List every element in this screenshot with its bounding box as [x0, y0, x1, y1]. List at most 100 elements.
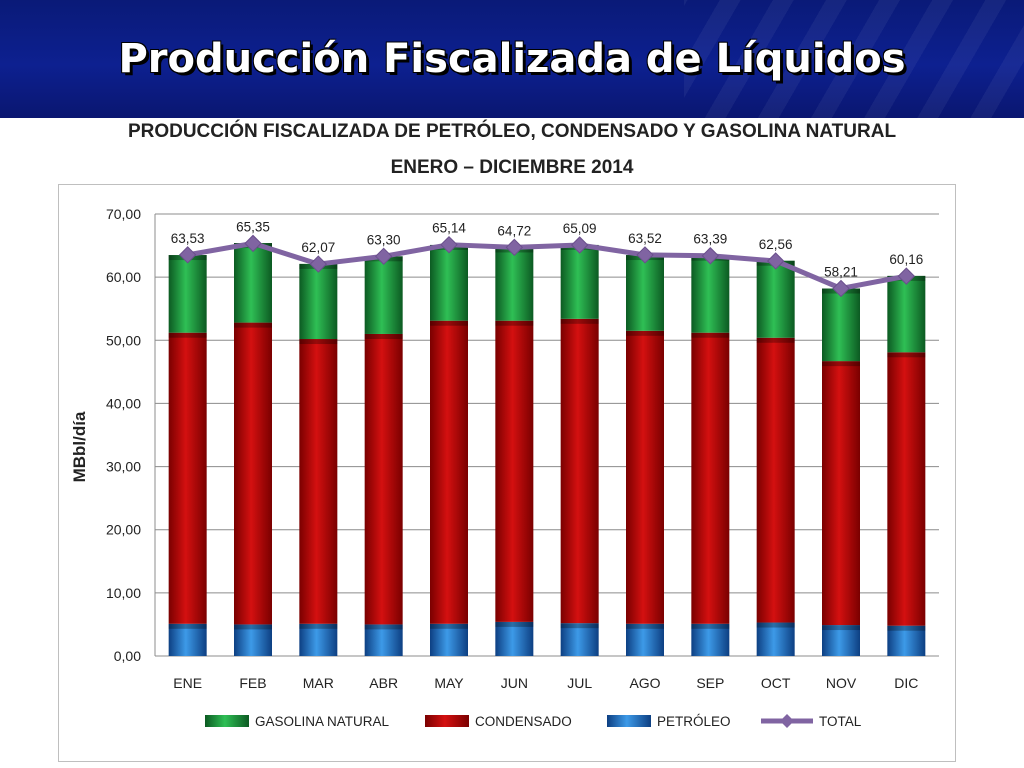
bar-bevel [691, 332, 730, 338]
bar-condensado [364, 333, 403, 625]
x-tick-label: MAR [303, 675, 334, 691]
total-data-label: 65,14 [432, 221, 466, 236]
bar-gasolina-natural [364, 256, 403, 334]
bar-bevel [299, 339, 338, 345]
total-data-label: 65,35 [236, 219, 270, 234]
legend-swatch-gasolina-natural [205, 715, 249, 727]
bar-condensado [234, 322, 272, 625]
bar-gasolina-natural [560, 244, 599, 319]
bar-bevel [430, 320, 468, 326]
bar-bevel [691, 623, 730, 629]
bar-petr-leo [756, 622, 795, 656]
bar-bevel [234, 624, 272, 630]
bar-gasolina-natural [691, 255, 730, 333]
bar-gasolina-natural [430, 244, 468, 321]
bar-bevel [822, 361, 860, 367]
legend-label-total: TOTAL [819, 714, 862, 729]
total-data-label: 60,16 [889, 252, 923, 267]
bar-petr-leo [560, 623, 599, 656]
y-tick-label: 40,00 [106, 395, 141, 411]
chart-subtitle: ENERO – DICIEMBRE 2014 [390, 157, 634, 178]
total-data-label: 63,30 [367, 232, 401, 247]
x-tick-label: ABR [369, 675, 398, 691]
x-tick-label: AGO [629, 675, 660, 691]
x-tick-label: FEB [239, 675, 266, 691]
total-marker [832, 279, 850, 298]
bar-petr-leo [495, 621, 534, 656]
x-tick-label: DIC [894, 675, 918, 691]
bar-bevel [756, 337, 795, 343]
total-marker [766, 252, 785, 270]
bar-condensado [626, 330, 664, 624]
x-tick-label: MAY [434, 675, 464, 691]
total-marker [374, 247, 393, 266]
chart-title: PRODUCCIÓN FISCALIZADA DE PETRÓLEO, COND… [127, 121, 897, 142]
y-axis-label: MBbl/día [70, 411, 89, 482]
y-tick-label: 0,00 [114, 648, 141, 664]
bar-bevel [234, 322, 272, 328]
bar-condensado [822, 361, 860, 626]
total-marker [178, 246, 197, 264]
slide-header: Producción Fiscalizada de Líquidos [0, 0, 1024, 118]
bar-condensado [756, 337, 795, 623]
x-tick-label: SEP [696, 675, 724, 691]
y-tick-label: 10,00 [106, 585, 141, 601]
bar-bevel [626, 330, 664, 336]
bar-bevel [822, 625, 860, 631]
x-tick-label: ENE [173, 675, 202, 691]
bar-bevel [430, 623, 468, 629]
slide-title: Producción Fiscalizada de Líquidos [118, 36, 906, 82]
bar-bevel [756, 622, 795, 628]
bar-bevel [299, 623, 338, 629]
bar-condensado [691, 332, 730, 624]
total-data-label: 62,07 [301, 240, 335, 255]
total-data-label: 58,21 [824, 264, 858, 279]
chart-frame: 63,53 65,35 62,07 63,30 65,14 64,72 65,09 63,52… [58, 184, 956, 762]
total-marker [897, 267, 916, 285]
total-marker [505, 238, 524, 257]
bar-gasolina-natural [495, 247, 534, 321]
total-data-label: 63,52 [628, 231, 662, 246]
bar-bevel [495, 320, 534, 326]
legend-label-condensado: CONDENSADO [475, 714, 572, 729]
total-marker [701, 247, 720, 265]
y-tick-label: 50,00 [106, 332, 141, 348]
bar-petr-leo [822, 625, 860, 656]
y-tick-label: 70,00 [106, 206, 141, 222]
bar-bevel [168, 623, 207, 629]
bar-petr-leo [364, 624, 403, 656]
total-data-label: 62,56 [759, 237, 793, 252]
total-data-label: 63,53 [171, 231, 205, 246]
total-marker [440, 235, 458, 254]
bar-condensado [560, 318, 599, 624]
y-tick-label: 60,00 [106, 269, 141, 285]
legend-swatch-condensado [425, 715, 469, 727]
bar-condensado [299, 339, 338, 624]
bar-gasolina-natural [887, 275, 926, 353]
bar-bevel [168, 332, 207, 338]
y-tick-label: 30,00 [106, 459, 141, 475]
x-tick-label: JUL [567, 675, 592, 691]
total-marker [309, 255, 328, 273]
bar-gasolina-natural [234, 243, 272, 323]
bar-bevel [560, 318, 599, 324]
bar-petr-leo [234, 624, 272, 656]
bar-petr-leo [691, 623, 730, 656]
bar-gasolina-natural [822, 288, 860, 362]
bar-petr-leo [430, 623, 468, 656]
bar-gasolina-natural [756, 260, 795, 338]
total-data-label: 65,09 [563, 221, 597, 236]
total-marker [244, 234, 262, 253]
total-line [187, 240, 907, 291]
bar-petr-leo [887, 625, 926, 656]
bar-bevel [887, 352, 926, 358]
stacked-bar-chart: 63,53 65,35 62,07 63,30 65,14 64,72 65,09 63,52… [70, 206, 939, 729]
bar-bevel [560, 623, 599, 629]
bar-bevel [364, 333, 403, 339]
bar-bevel [887, 625, 926, 631]
bar-gasolina-natural [168, 255, 207, 333]
bar-condensado [887, 352, 926, 626]
bar-condensado [495, 320, 534, 622]
legend-swatch-total-marker [780, 714, 794, 728]
x-tick-label: JUN [501, 675, 528, 691]
